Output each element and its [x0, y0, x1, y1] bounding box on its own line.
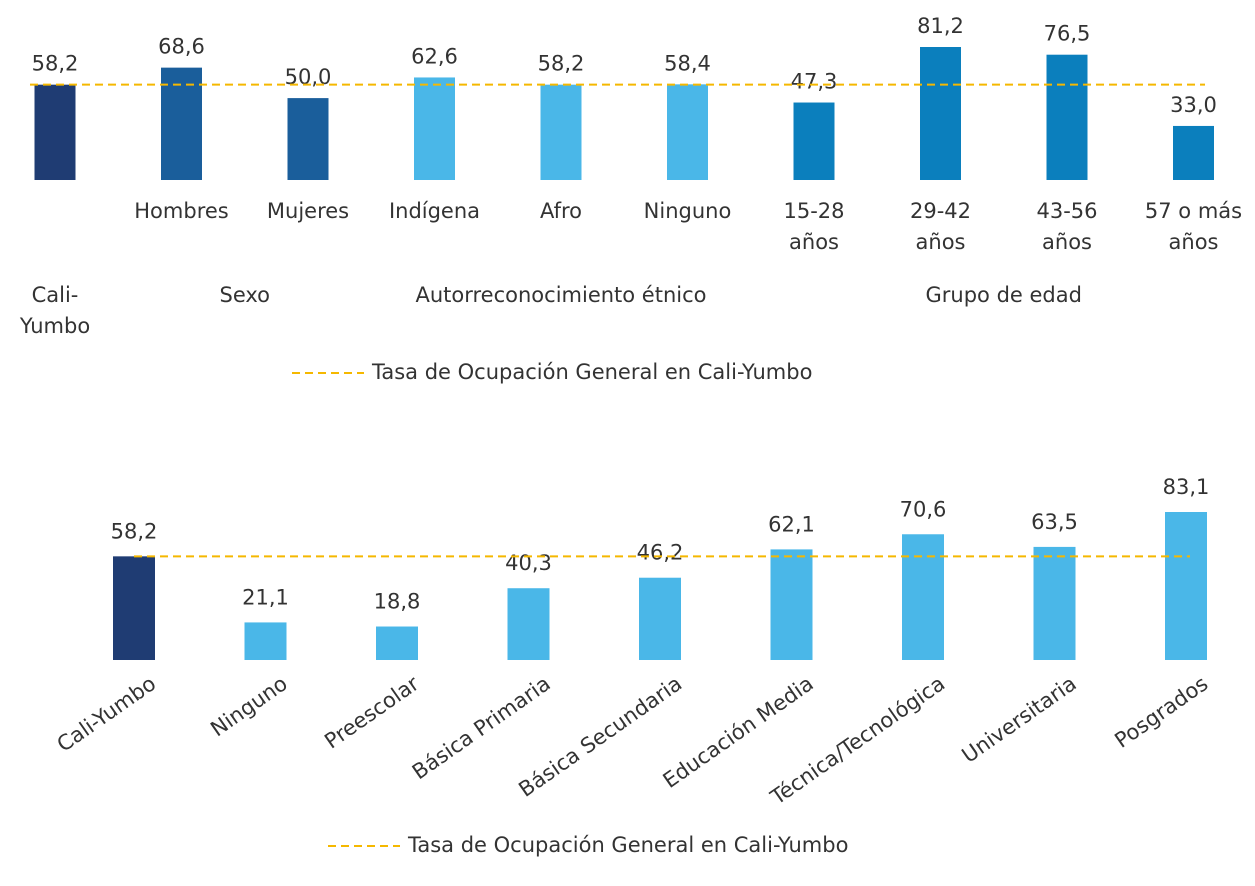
category-label: Ninguno: [643, 199, 732, 223]
category-label: Indígena: [388, 199, 481, 223]
value-label: 58,4: [664, 51, 711, 75]
category-label: Ninguno: [206, 671, 292, 741]
bar: [414, 77, 455, 180]
value-label: 83,1: [1163, 475, 1210, 499]
bar: [1033, 546, 1076, 660]
bar: [287, 98, 329, 180]
legend-label: Tasa de Ocupación General en Cali-Yumbo: [371, 360, 812, 384]
bar: [902, 534, 944, 660]
bar: [1046, 54, 1088, 181]
category-label: Mujeres: [266, 199, 350, 223]
value-label: 81,2: [917, 14, 964, 38]
category-label: Básica Primaria: [408, 671, 555, 784]
category-label: Afro: [539, 199, 583, 223]
bar: [113, 556, 155, 660]
category-label: Cali-Yumbo: [53, 671, 161, 756]
category-label: 43-56 años: [1036, 199, 1098, 254]
category-label: Hombres: [134, 199, 229, 223]
bar: [639, 577, 681, 660]
bar: [376, 626, 418, 660]
value-label: 70,6: [900, 497, 947, 521]
value-label: 58,2: [32, 52, 79, 76]
category-label: 15-28 años: [783, 199, 845, 254]
group-label: Grupo de edad: [925, 283, 1082, 307]
category-label: 29-42 años: [909, 199, 972, 254]
value-label: 58,2: [111, 519, 158, 543]
category-label: Posgrados: [1110, 671, 1212, 752]
value-label: 46,2: [637, 541, 684, 565]
value-label: 21,1: [242, 585, 289, 609]
bar: [920, 47, 961, 180]
bar: [244, 622, 287, 660]
bar: [770, 549, 813, 660]
bar: [1165, 512, 1207, 660]
group-label: Autorreconocimiento étnico: [415, 283, 707, 307]
value-label: 40,3: [505, 551, 552, 575]
value-label: 63,5: [1031, 510, 1078, 534]
value-label: 18,8: [374, 590, 421, 614]
value-label: 62,1: [768, 512, 815, 536]
value-label: 68,6: [158, 35, 205, 59]
category-label: 57 o más años: [1144, 199, 1243, 254]
category-label: Preescolar: [320, 671, 423, 753]
group-label: Cali-Yumbo: [19, 283, 91, 338]
bar: [507, 588, 550, 660]
value-label: 62,6: [411, 44, 458, 68]
bar: [793, 102, 835, 180]
value-label: 47,3: [791, 70, 838, 94]
value-label: 76,5: [1044, 22, 1091, 46]
legend-label: Tasa de Ocupación General en Cali-Yumbo: [407, 833, 848, 857]
bar: [667, 84, 708, 180]
value-label: 58,2: [538, 52, 585, 76]
bar: [1173, 125, 1214, 180]
value-label: 33,0: [1170, 93, 1217, 117]
bar: [161, 67, 202, 180]
category-label: Universitaria: [958, 671, 1081, 767]
group-label: Sexo: [219, 283, 270, 307]
bar: [540, 84, 582, 180]
bar: [34, 84, 76, 180]
